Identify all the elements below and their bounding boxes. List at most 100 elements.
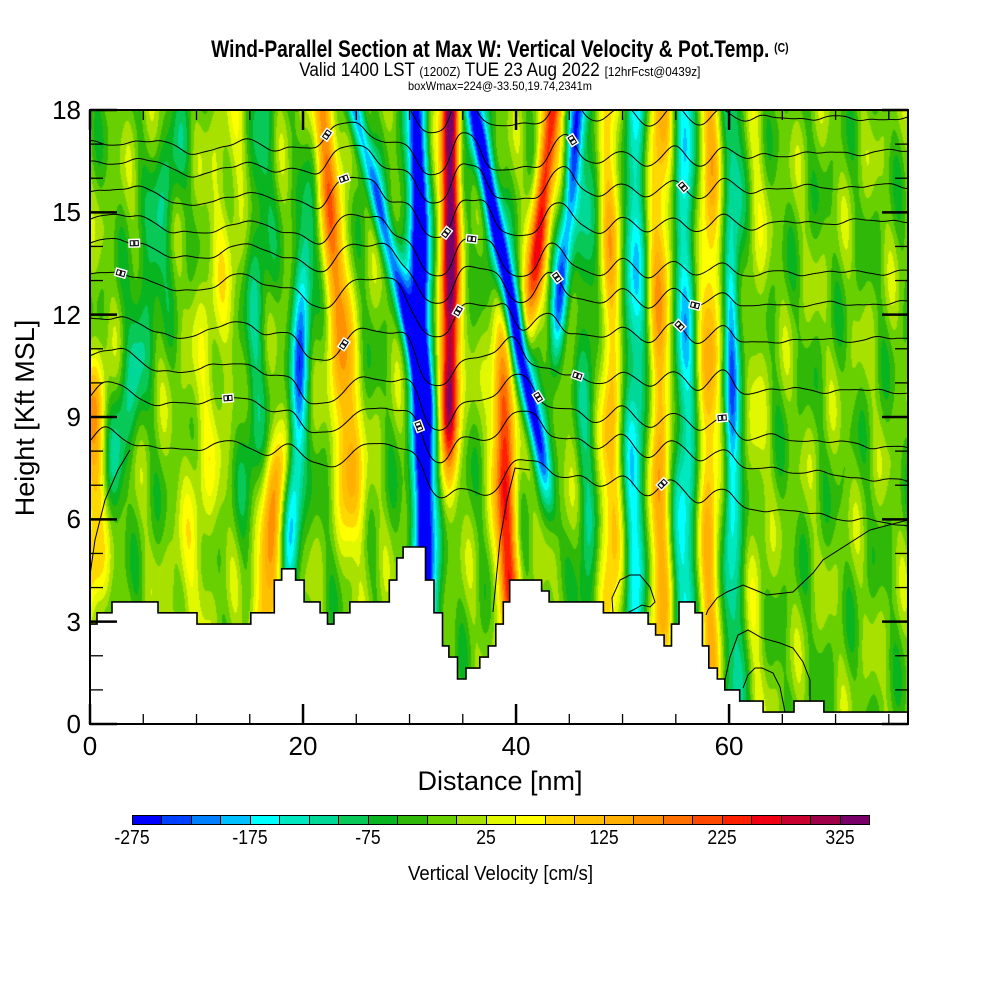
colorbar [132,815,870,825]
colorbar-segment [545,816,576,824]
colorbar-segment [250,816,281,824]
valid-date: TUE 23 Aug 2022 [464,60,600,81]
plot-overlay [88,108,909,726]
colorbar-tick-label: 125 [589,827,619,849]
copyright-mark: (C) [774,40,789,55]
valid-utc-time: (1200Z) [419,64,461,79]
colorbar-segment [457,816,487,824]
colorbar-title: Vertical Velocity [cm/s] [407,863,593,885]
colorbar-title-wrap: Vertical Velocity [cm/s] [0,862,1000,886]
contour-label [412,419,426,434]
contour-label [319,127,334,143]
colorbar-segment [221,816,251,824]
y-tick-label: 18 [52,95,81,125]
isentrope-contour [90,121,908,176]
colorbar-segment [752,816,782,824]
plot-frame [89,109,909,725]
colorbar-segment [309,816,340,824]
contour-label [221,393,235,404]
colorbar-segment [368,816,399,824]
colorbar-segment [840,816,870,824]
contour-label [438,225,454,241]
colorbar-segment [811,816,841,824]
x-tick-label: 0 [82,731,98,761]
chart-title-line: Wind-Parallel Section at Max W: Vertical… [0,38,1000,62]
terrain-mask [89,546,909,725]
box-wmax-line: boxWmax=224@-33.50,19.74,2341m [0,78,1000,94]
isentrope-contour [90,144,908,204]
colorbar-segment [575,816,605,824]
colorbar-segment [398,816,428,824]
isentrope-contours [90,110,908,527]
y-tick-label: 12 [52,299,81,330]
contour-label [672,318,688,334]
isentrope-contour [492,467,531,613]
contour-label [675,179,691,195]
isentrope-contour [724,629,811,702]
contour-label [570,369,585,382]
contour-label [465,233,479,245]
vertical-velocity-field [90,110,908,724]
colorbar-tick-label: -175 [232,827,268,849]
isentrope-contour [90,426,908,527]
valid-time-line: Valid 1400 LST (1200Z) TUE 23 Aug 2022 [… [0,61,1000,80]
colorbar-segment [427,816,458,824]
x-tick-label: 20 [288,731,318,761]
isentrope-contour [90,316,908,395]
isentrope-contour [90,449,131,576]
y-tick-label: 0 [66,709,81,739]
forecast-info: [12hrFcst@0439z] [604,64,701,79]
contour-label [565,132,580,148]
colorbar-segment [191,816,222,824]
isentrope-contour [742,667,786,713]
colorbar-tick-label: 25 [476,827,497,849]
valid-time-group: Valid 1400 LST (1200Z) TUE 23 Aug 2022 [… [299,61,700,80]
x-axis-label: Distance [nm] [417,766,583,796]
colorbar-segment [663,816,694,824]
chart-title: Wind-Parallel Section at Max W: Vertical… [211,36,770,63]
isentrope-contour [289,110,908,134]
colorbar-tick-label: -275 [114,827,150,849]
colorbar-tick-label: 225 [707,827,738,849]
chart-title-group: Wind-Parallel Section at Max W: Vertical… [211,38,788,62]
colorbar-segment [339,816,369,824]
colorbar-segment [604,816,635,824]
x-axis-label-wrap: Distance [nm] [0,766,1000,796]
x-tick-label: 60 [714,731,744,761]
contour-label [128,238,141,248]
contour-label [688,299,702,312]
contour-label [336,172,352,185]
isentrope-contour [90,381,908,483]
y-axis-label: Height [Kft MSL] [10,319,40,517]
colorbar-segment [133,816,163,824]
colorbar-segment [516,816,546,824]
contour-label [655,476,671,492]
y-tick-label: 9 [66,402,81,432]
colorbar-tick-label: 325 [825,827,856,849]
isentrope-contour [90,271,908,344]
colorbar-segment [722,816,753,824]
contour-label [531,389,546,405]
y-tick-label: 6 [66,504,81,535]
isentrope-contour [90,176,908,239]
colorbar-segment [693,816,723,824]
isentrope-contour [611,574,656,614]
isentrope-contour [90,347,908,450]
box-wmax-annotation: boxWmax=224@-33.50,19.74,2341m [408,79,592,93]
colorbar-segment [280,816,310,824]
contour-label [549,269,565,285]
colorbar-segment [162,816,192,824]
contour-label [715,412,729,423]
colorbar-tick-label: -75 [355,827,381,849]
y-tick-label: 3 [66,606,81,637]
colorbar-segment [781,816,812,824]
x-tick-label: 40 [501,731,531,761]
valid-local-time: Valid 1400 LST [299,60,415,81]
isentrope-contour [90,238,908,309]
contour-label [113,267,128,280]
colorbar-segment [634,816,664,824]
isentrope-contours-low [90,449,908,713]
isentrope-contour [90,213,908,279]
contour-labels [113,127,729,492]
contour-label [451,303,465,319]
